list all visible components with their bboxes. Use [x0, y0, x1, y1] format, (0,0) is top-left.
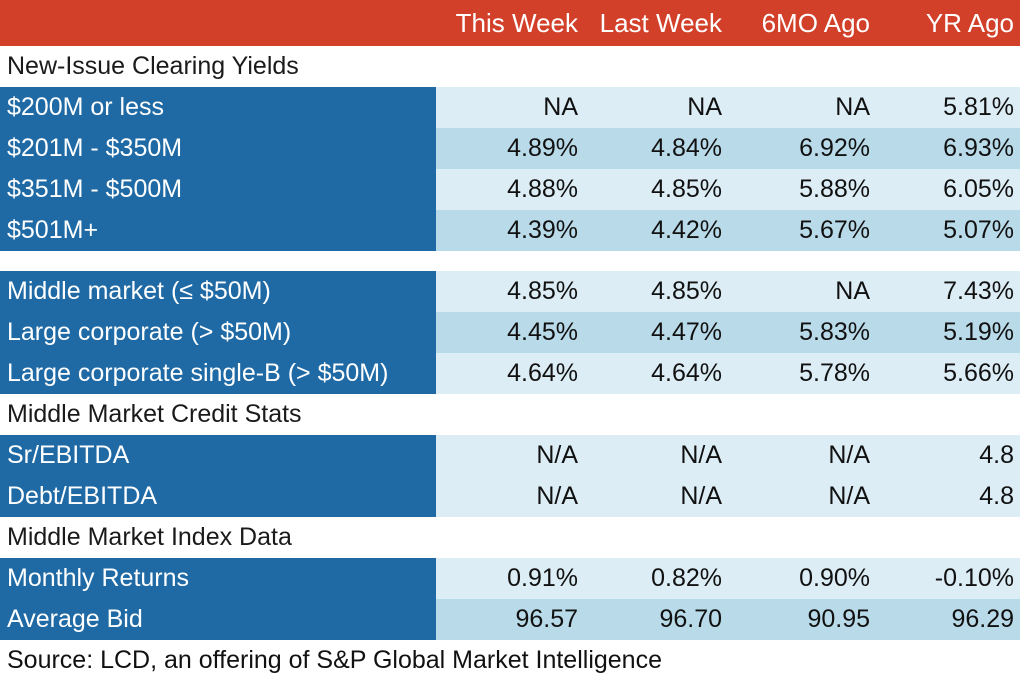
group-spacer — [0, 251, 1020, 271]
row-label: Average Bid — [0, 599, 436, 640]
table-cell: 5.81% — [870, 87, 1020, 128]
header-row: This Week Last Week 6MO Ago YR Ago — [0, 0, 1020, 46]
table-row: Monthly Returns 0.91% 0.82% 0.90% -0.10% — [0, 558, 1020, 599]
column-header: This Week — [455, 7, 578, 38]
table-cell: 96.29 — [870, 599, 1020, 640]
table-cell: 4.89% — [436, 128, 578, 169]
section-title: Middle Market Credit Stats — [0, 394, 1020, 435]
row-label: $201M - $350M — [0, 128, 436, 169]
section-title-row: Middle Market Credit Stats — [0, 394, 1020, 435]
table-cell: N/A — [578, 435, 724, 476]
table-row: Large corporate (> $50M) 4.45% 4.47% 5.83% 5… — [0, 312, 1020, 353]
table-row: $200M or less NA NA NA 5.81% — [0, 87, 1020, 128]
table-row: Large corporate single-B (> $50M) 4.64% 4.… — [0, 353, 1020, 394]
section-title-row: New-Issue Clearing Yields — [0, 46, 1020, 87]
table-cell: N/A — [436, 435, 578, 476]
table-cell: 5.19% — [870, 312, 1020, 353]
row-label: Large corporate single-B (> $50M) — [0, 353, 436, 394]
source-row: Source: LCD, an offering of S&P Global M… — [0, 640, 1020, 681]
table-cell: 5.83% — [724, 312, 870, 353]
table-cell: N/A — [724, 435, 870, 476]
table-cell: 4.8 — [870, 476, 1020, 517]
table-cell: NA — [578, 87, 724, 128]
source-note: Source: LCD, an offering of S&P Global M… — [0, 640, 1020, 681]
table-cell: 4.85% — [578, 271, 724, 312]
section-title-row: Middle Market Index Data — [0, 517, 1020, 558]
table-cell: 0.91% — [436, 558, 578, 599]
row-label: Monthly Returns — [0, 558, 436, 599]
table-cell: 7.43% — [870, 271, 1020, 312]
table-cell: 4.47% — [578, 312, 724, 353]
table-cell: 5.66% — [870, 353, 1020, 394]
table-cell: NA — [436, 87, 578, 128]
row-label: Debt/EBITDA — [0, 476, 436, 517]
table-cell: 5.67% — [724, 210, 870, 251]
table-cell: 0.90% — [724, 558, 870, 599]
table-cell: NA — [724, 87, 870, 128]
table-cell: 96.70 — [578, 599, 724, 640]
table-cell: 4.84% — [578, 128, 724, 169]
table-cell: 4.8 — [870, 435, 1020, 476]
table-cell: 90.95 — [724, 599, 870, 640]
table-cell: 5.07% — [870, 210, 1020, 251]
section-title: Middle Market Index Data — [0, 517, 1020, 558]
table-cell: 4.85% — [578, 169, 724, 210]
table-cell: 5.78% — [724, 353, 870, 394]
table-cell: 96.57 — [436, 599, 578, 640]
table-cell: N/A — [724, 476, 870, 517]
table-row: $501M+ 4.39% 4.42% 5.67% 5.07% — [0, 210, 1020, 251]
table-cell: NA — [724, 271, 870, 312]
row-label: $351M - $500M — [0, 169, 436, 210]
row-label: Sr/EBITDA — [0, 435, 436, 476]
table-row: Sr/EBITDA N/A N/A N/A 4.8 — [0, 435, 1020, 476]
column-header: YR Ago — [925, 7, 1014, 38]
row-label: Middle market (≤ $50M) — [0, 271, 436, 312]
table-row: Debt/EBITDA N/A N/A N/A 4.8 — [0, 476, 1020, 517]
table-cell: N/A — [436, 476, 578, 517]
column-header: 6MO Ago — [761, 7, 870, 38]
row-label: $200M or less — [0, 87, 436, 128]
table-cell: 4.42% — [578, 210, 724, 251]
table-cell: 4.64% — [436, 353, 578, 394]
row-label: $501M+ — [0, 210, 436, 251]
table-cell: N/A — [578, 476, 724, 517]
table-row: $351M - $500M 4.88% 4.85% 5.88% 6.05% — [0, 169, 1020, 210]
table-cell: 6.93% — [870, 128, 1020, 169]
table-cell: 4.45% — [436, 312, 578, 353]
column-header: Last Week — [599, 7, 722, 38]
table-cell: 0.82% — [578, 558, 724, 599]
table-row: Middle market (≤ $50M) 4.85% 4.85% NA 7.43% — [0, 271, 1020, 312]
table-cell: 4.85% — [436, 271, 578, 312]
table-cell: 6.92% — [724, 128, 870, 169]
table-cell: 5.88% — [724, 169, 870, 210]
table-cell: 4.64% — [578, 353, 724, 394]
header-blank — [0, 0, 436, 46]
section-title: New-Issue Clearing Yields — [0, 46, 1020, 87]
table-row: $201M - $350M 4.89% 4.84% 6.92% 6.93% — [0, 128, 1020, 169]
table-cell: -0.10% — [870, 558, 1020, 599]
table-row: Average Bid 96.57 96.70 90.95 96.29 — [0, 599, 1020, 640]
table-cell: 6.05% — [870, 169, 1020, 210]
table-cell: 4.39% — [436, 210, 578, 251]
row-label: Large corporate (> $50M) — [0, 312, 436, 353]
table-cell: 4.88% — [436, 169, 578, 210]
